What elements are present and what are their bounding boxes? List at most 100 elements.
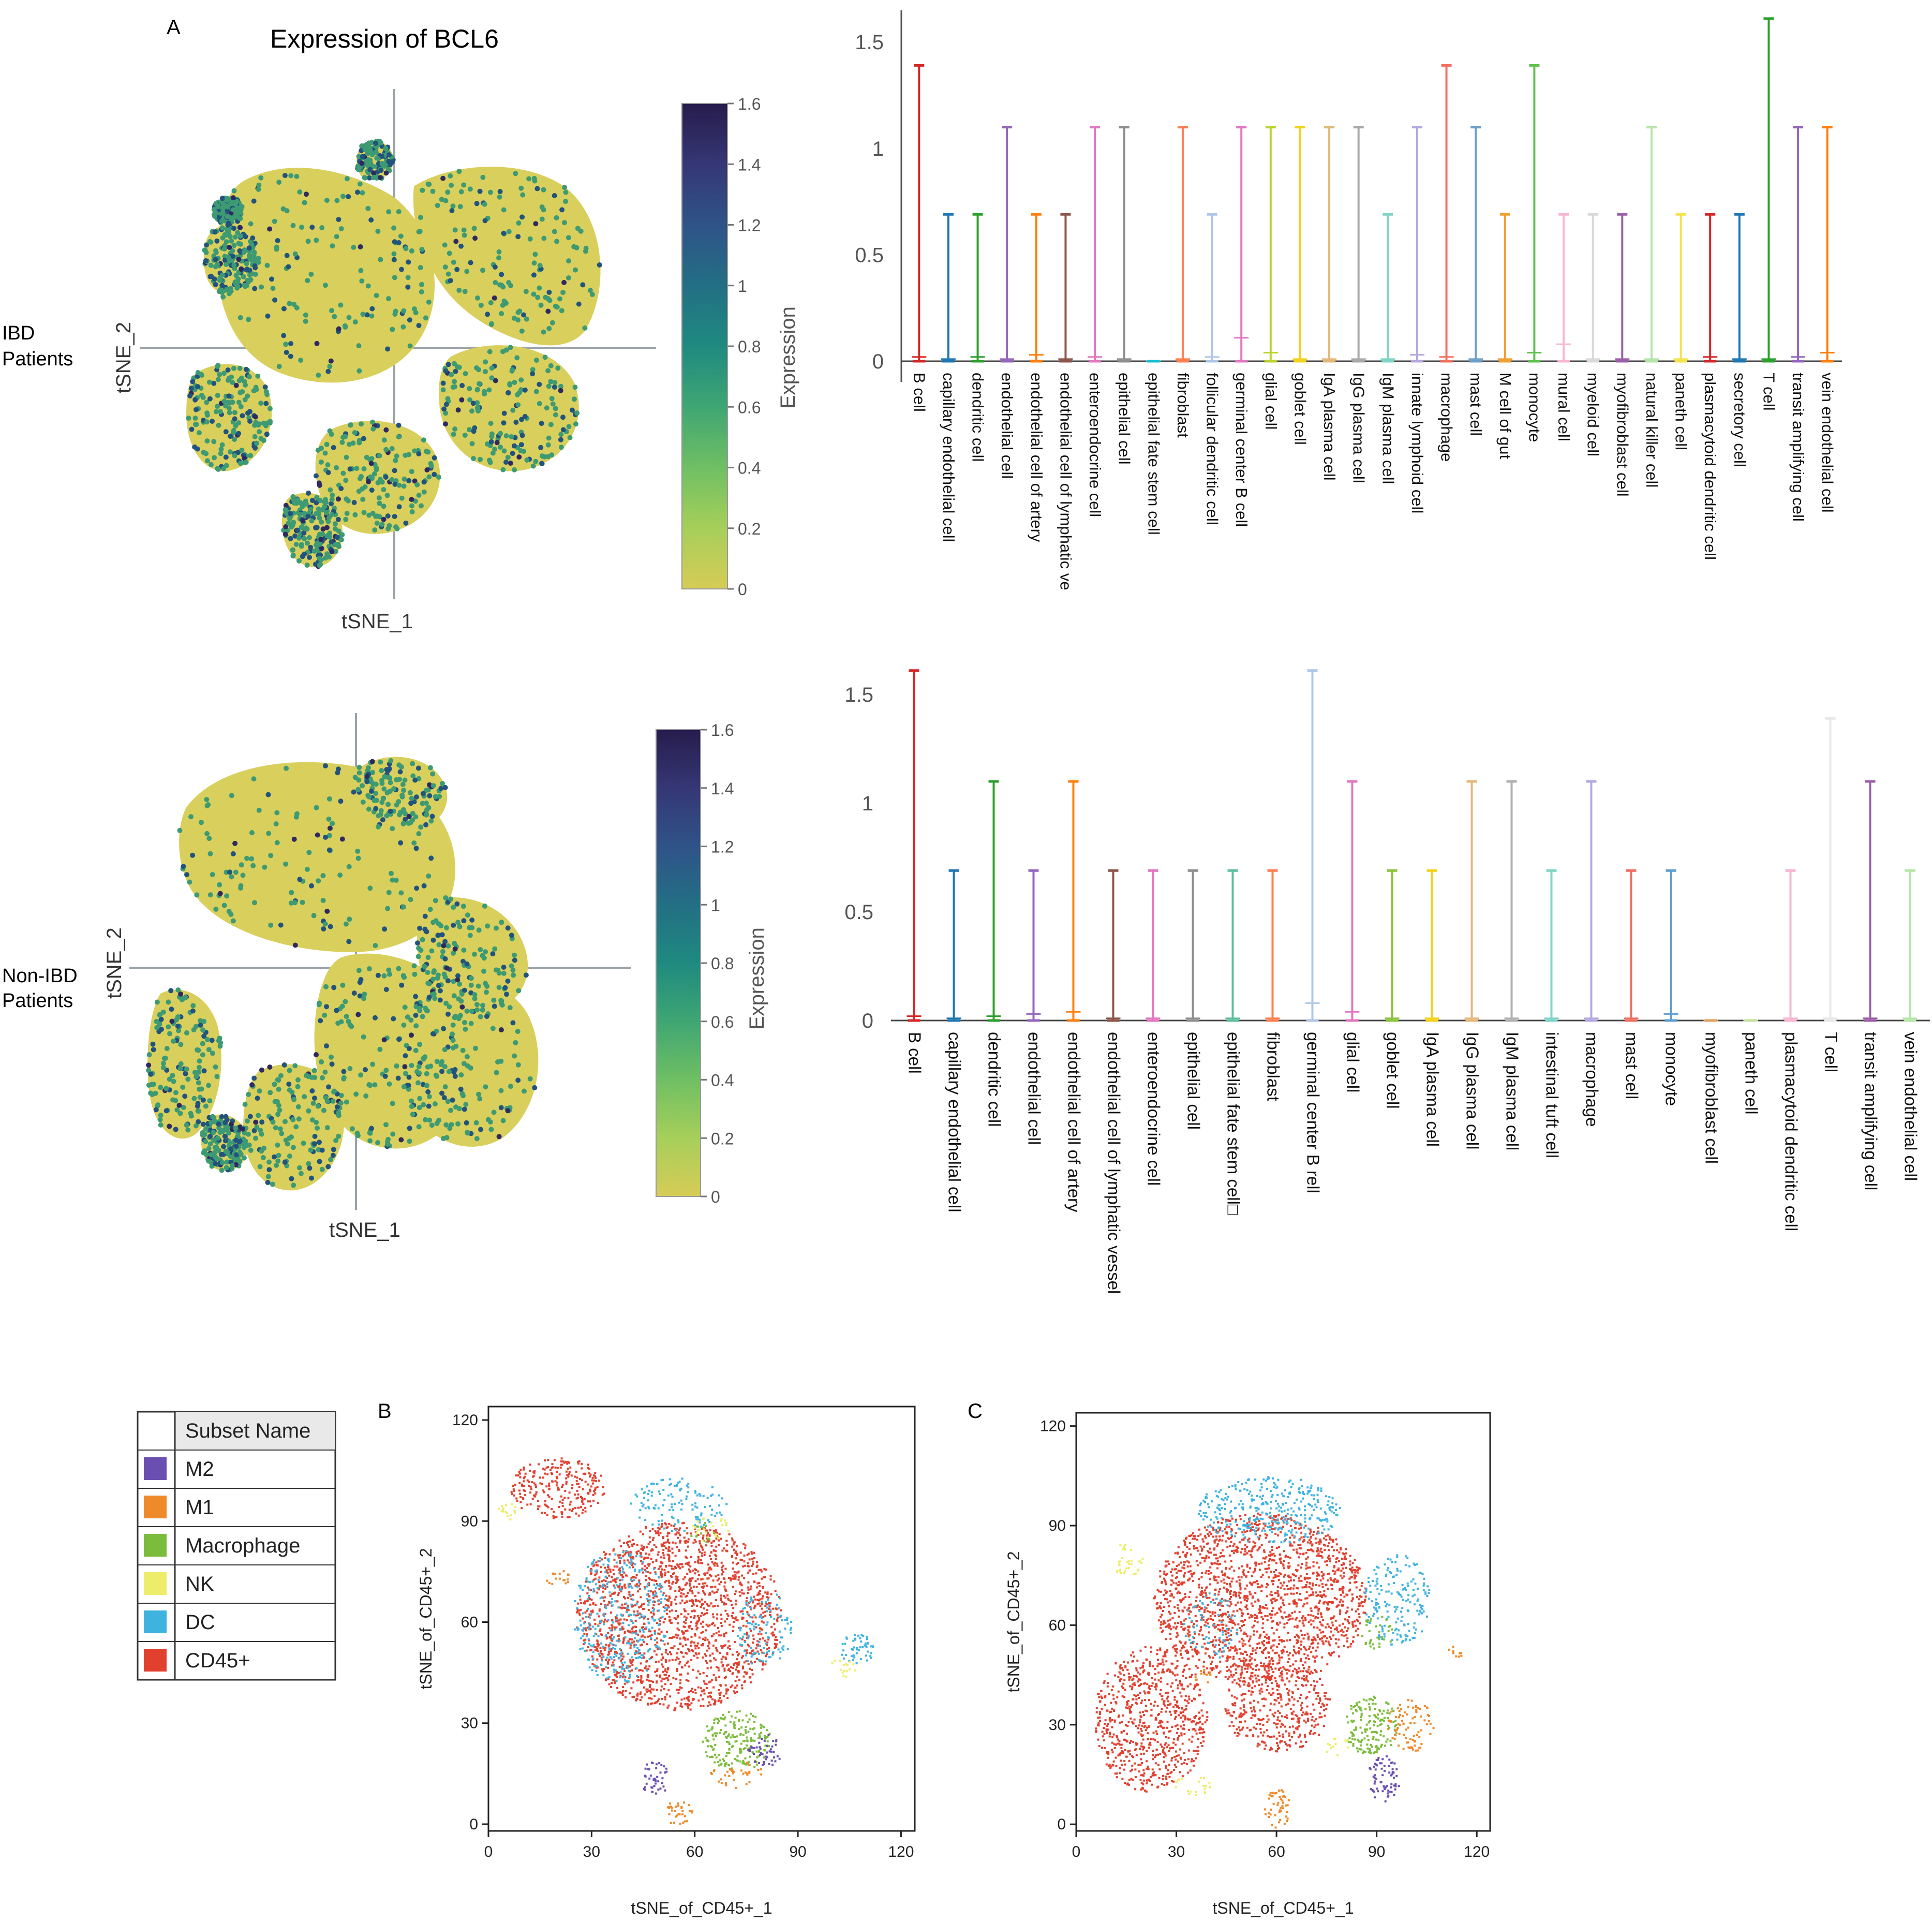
tsne-expression-dot: [501, 448, 507, 454]
tsne-expression-dot: [265, 1174, 271, 1179]
tsne-expression-dot: [188, 386, 194, 391]
scatter-point: [628, 1546, 631, 1548]
scatter-point: [584, 1611, 587, 1614]
tsne-expression-dot: [364, 779, 370, 785]
tsne-expression-dot: [262, 384, 268, 390]
tsne-expression-dot: [291, 302, 297, 307]
scatter-point: [589, 1475, 591, 1478]
scatter-point: [769, 1578, 772, 1581]
tsne-expression-dot: [442, 242, 448, 248]
scatter-point: [731, 1615, 733, 1617]
tsne-expression-dot: [407, 317, 412, 323]
scatter-point: [722, 1594, 725, 1597]
tsne-expression-dot: [500, 467, 506, 472]
scatter-point: [538, 1505, 541, 1507]
tsne-expression-dot: [530, 371, 536, 377]
tsne-expression-dot: [359, 143, 365, 149]
scatter-point: [666, 1541, 669, 1543]
tsne-expression-dot: [204, 419, 210, 425]
tsne-expression-dot: [357, 980, 363, 985]
scatter-point: [716, 1562, 718, 1565]
tsne-expression-dot: [252, 445, 258, 451]
scatter-point: [642, 1634, 644, 1637]
tsne-expression-dot: [273, 821, 279, 826]
tsne-expression-dot: [519, 328, 525, 334]
tsne-expression-dot: [355, 787, 361, 792]
tsne-expression-dot: [445, 362, 451, 367]
tsne-expression-dot: [369, 313, 375, 319]
scatter-point: [621, 1628, 623, 1631]
range-category-label: myeloid cell: [1584, 373, 1602, 456]
scatter-point: [650, 1558, 652, 1560]
tsne-expression-dot: [300, 525, 306, 531]
tsne-expression-dot: [360, 800, 366, 805]
tsne-expression-dot: [176, 1028, 182, 1033]
scatter-point: [756, 1658, 759, 1660]
range-y-tick-label: 1.5: [844, 684, 873, 706]
scatter-point: [694, 1580, 697, 1583]
scatter-point: [756, 1650, 759, 1653]
scatter-point: [534, 1484, 537, 1486]
scatter-point: [704, 1613, 706, 1615]
tsne-expression-dot: [249, 1082, 255, 1088]
scatter-point: [662, 1670, 664, 1673]
tsne-expression-dot: [396, 209, 402, 214]
scatter-point: [564, 1508, 567, 1511]
scatter-point: [668, 1659, 671, 1662]
tsne-expression-dot: [329, 1061, 335, 1067]
scatter-point: [656, 1689, 659, 1691]
tsne-expression-dot: [284, 765, 289, 771]
scatter-point: [662, 1621, 665, 1623]
tsne-expression-dot: [413, 794, 419, 800]
scatter-point: [524, 1494, 527, 1497]
tsne-expression-dot: [439, 197, 444, 202]
scatter-point: [618, 1634, 620, 1637]
tsne-expression-dot: [346, 194, 351, 199]
tsne-expression-dot: [411, 840, 417, 846]
tsne-expression-dot: [326, 816, 332, 822]
tsne-expression-dot: [323, 763, 328, 768]
scatter-point: [561, 1484, 564, 1486]
tsne-expression-dot: [453, 239, 459, 244]
tsne-expression-dot: [342, 323, 348, 329]
tsne-expression-dot: [359, 160, 365, 166]
tsne-expression-dot: [409, 497, 414, 502]
scatter-point: [613, 1565, 616, 1568]
scatter-point: [622, 1542, 625, 1544]
scatter-point: [727, 1640, 730, 1643]
tsne-expression-dot: [276, 180, 282, 185]
tsne-expression-dot: [370, 1061, 376, 1067]
legend-header: Subset Name: [185, 1420, 310, 1442]
scatter-point: [703, 1554, 706, 1556]
scatter-point: [715, 1679, 718, 1681]
tsne-expression-dot: [563, 199, 569, 204]
tsne-expression-dot: [267, 419, 273, 424]
tsne-expression-dot: [381, 437, 387, 443]
tsne-expression-dot: [416, 451, 422, 456]
scatter-point: [616, 1671, 618, 1674]
tsne-expression-dot: [258, 401, 264, 406]
tsne-expression-dot: [512, 957, 517, 963]
scatter-point: [629, 1638, 631, 1640]
scatter-point: [649, 1630, 652, 1633]
scatter-point: [610, 1637, 612, 1639]
scatter-point: [667, 1531, 670, 1534]
scatter-point: [673, 1572, 675, 1575]
tsne-expression-dot: [417, 1096, 423, 1101]
scatter-point: [539, 1482, 542, 1485]
tsne-expression-dot: [379, 778, 384, 783]
tsne-expression-dot: [400, 781, 406, 787]
scatter-point: [586, 1633, 588, 1636]
tsne-expression-dot: [552, 380, 558, 386]
tsne-expression-dot: [572, 385, 578, 390]
tsne-expression-dot: [510, 1020, 516, 1026]
tsne-expression-dot: [373, 150, 379, 155]
tsne-expression-dot: [511, 315, 517, 321]
scatter-point: [660, 1556, 663, 1559]
scatter-point: [623, 1618, 626, 1621]
tsne-expression-dot: [325, 1164, 331, 1170]
scatter-point: [567, 1516, 569, 1518]
range-category-label: IgG plasma cell: [1463, 1032, 1482, 1149]
tsne-expression-dot: [269, 276, 274, 282]
